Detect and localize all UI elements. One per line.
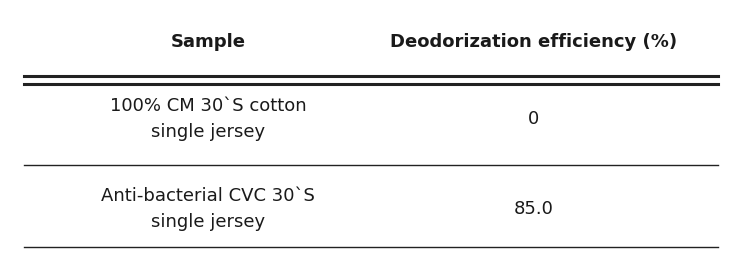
Text: Anti-bacterial CVC 30`S
single jersey: Anti-bacterial CVC 30`S single jersey <box>102 187 315 231</box>
Text: 100% CM 30`S cotton
single jersey: 100% CM 30`S cotton single jersey <box>110 97 306 141</box>
Text: Sample: Sample <box>171 33 246 51</box>
Text: 0: 0 <box>528 110 539 128</box>
Text: 85.0: 85.0 <box>513 200 554 218</box>
Text: Deodorization efficiency (%): Deodorization efficiency (%) <box>390 33 677 51</box>
